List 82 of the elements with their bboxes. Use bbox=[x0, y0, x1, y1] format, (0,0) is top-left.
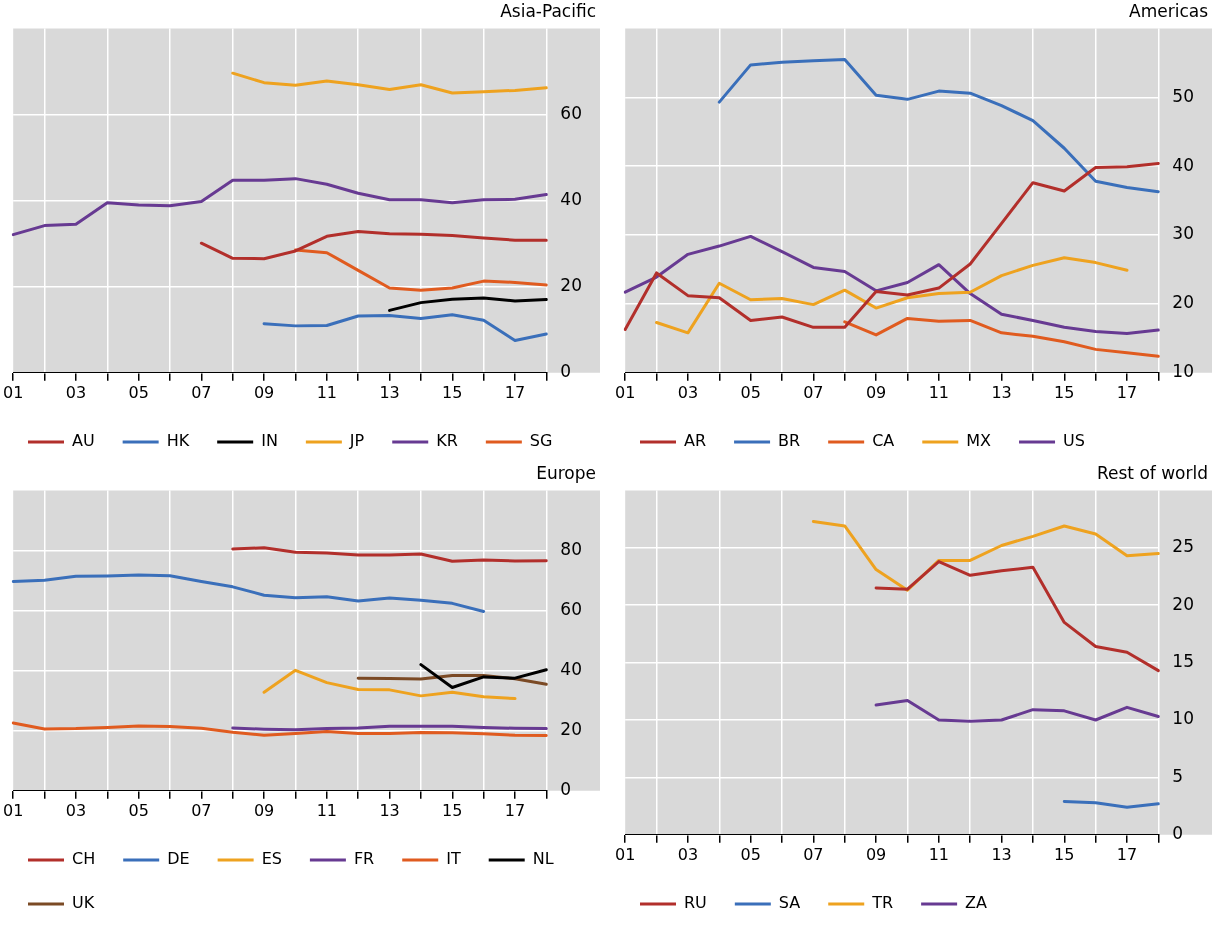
x-tick-label: 09 bbox=[253, 800, 275, 820]
x-tick-label: 13 bbox=[379, 382, 400, 402]
x-tick-label: 15 bbox=[442, 382, 463, 402]
y-tick-label: 40 bbox=[560, 189, 583, 210]
x-tick-label: 15 bbox=[1054, 382, 1075, 402]
x-tick-label: 17 bbox=[1116, 382, 1138, 402]
x-tick-label: 05 bbox=[740, 382, 761, 402]
x-tick-label: 03 bbox=[65, 382, 87, 402]
x-tick-label: 09 bbox=[253, 382, 275, 402]
y-tick-label: 0 bbox=[560, 361, 572, 382]
legend-label: FR bbox=[353, 849, 375, 869]
x-tick-label: 13 bbox=[991, 844, 1012, 864]
legend-label: CH bbox=[72, 849, 96, 869]
y-tick-label: 40 bbox=[560, 659, 583, 680]
legend-label: NL bbox=[532, 849, 554, 869]
legend-label: MX bbox=[966, 431, 992, 451]
legend-label: IT bbox=[446, 849, 461, 869]
x-tick-label: 07 bbox=[803, 382, 824, 402]
x-tick-label: 05 bbox=[128, 800, 149, 820]
x-tick-label: 03 bbox=[65, 800, 87, 820]
y-tick-label: 50 bbox=[1172, 85, 1195, 106]
legend-label: BR bbox=[778, 431, 801, 451]
legend-label: CA bbox=[872, 431, 895, 451]
x-tick-label: 11 bbox=[928, 844, 949, 864]
x-tick-label: 05 bbox=[128, 382, 149, 402]
legend-label: TR bbox=[871, 893, 894, 913]
y-tick-label: 20 bbox=[1172, 593, 1195, 614]
x-tick-label: 11 bbox=[316, 382, 337, 402]
legend-label: ZA bbox=[965, 893, 988, 913]
x-tick-label: 15 bbox=[442, 800, 463, 820]
y-tick-label: 30 bbox=[1172, 223, 1195, 244]
x-tick-label: 15 bbox=[1054, 844, 1075, 864]
legend-label: US bbox=[1063, 431, 1085, 451]
x-tick-label: 03 bbox=[677, 382, 699, 402]
y-tick-label: 5 bbox=[1172, 765, 1184, 786]
x-tick-label: 17 bbox=[1116, 844, 1138, 864]
x-tick-label: 09 bbox=[865, 844, 887, 864]
legend-label: RU bbox=[684, 893, 707, 913]
legend-label: UK bbox=[72, 893, 95, 913]
x-tick-label: 01 bbox=[3, 800, 24, 820]
y-tick-label: 20 bbox=[560, 275, 583, 296]
legend-label: ES bbox=[261, 849, 282, 869]
x-tick-label: 09 bbox=[865, 382, 887, 402]
chart-title: Europe bbox=[536, 462, 596, 483]
y-tick-label: 80 bbox=[560, 538, 583, 559]
y-tick-label: 20 bbox=[560, 719, 583, 740]
y-tick-label: 10 bbox=[1172, 708, 1195, 729]
x-tick-label: 13 bbox=[379, 800, 400, 820]
y-tick-label: 0 bbox=[1172, 823, 1184, 844]
y-tick-label: 10 bbox=[1172, 361, 1195, 382]
x-tick-label: 05 bbox=[740, 844, 761, 864]
x-tick-label: 11 bbox=[316, 800, 337, 820]
x-tick-label: 01 bbox=[3, 382, 24, 402]
y-tick-label: 40 bbox=[1172, 154, 1195, 175]
legend-label: HK bbox=[166, 431, 190, 451]
legend-label: AR bbox=[684, 431, 707, 451]
x-tick-label: 17 bbox=[504, 800, 526, 820]
x-tick-label: 01 bbox=[615, 844, 636, 864]
legend-label: SA bbox=[778, 893, 801, 913]
legend-label: IN bbox=[261, 431, 278, 451]
chart-title: Asia-Pacific bbox=[500, 0, 596, 21]
y-tick-label: 25 bbox=[1172, 536, 1195, 557]
y-tick-label: 60 bbox=[560, 598, 583, 619]
y-tick-label: 0 bbox=[560, 779, 572, 800]
legend-label: AU bbox=[72, 431, 95, 451]
chart-title: Americas bbox=[1129, 0, 1209, 21]
x-tick-label: 03 bbox=[677, 844, 699, 864]
legend-label: SG bbox=[529, 431, 553, 451]
x-tick-label: 11 bbox=[928, 382, 949, 402]
x-tick-label: 07 bbox=[191, 382, 212, 402]
x-tick-label: 13 bbox=[991, 382, 1012, 402]
y-tick-label: 20 bbox=[1172, 292, 1195, 313]
legend-label: KR bbox=[436, 431, 458, 451]
x-tick-label: 17 bbox=[504, 382, 526, 402]
x-tick-label: 07 bbox=[191, 800, 212, 820]
x-tick-label: 01 bbox=[615, 382, 636, 402]
legend-label: DE bbox=[167, 849, 190, 869]
y-tick-label: 60 bbox=[560, 102, 583, 123]
x-tick-label: 07 bbox=[803, 844, 824, 864]
chart-title: Rest of world bbox=[1096, 462, 1208, 483]
y-tick-label: 15 bbox=[1172, 651, 1195, 672]
legend-label: JP bbox=[348, 431, 365, 451]
